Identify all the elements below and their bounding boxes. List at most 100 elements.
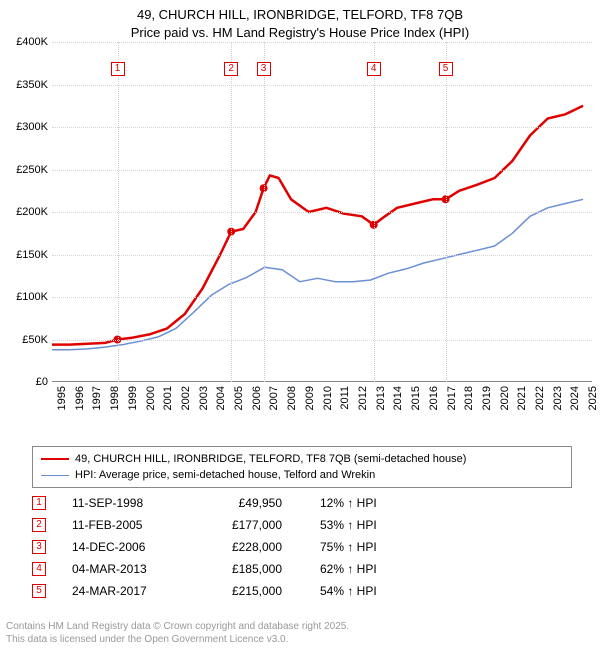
sale-index-badge: 1 — [32, 496, 46, 510]
sale-index-badge: 2 — [32, 518, 46, 532]
y-tick-label: £200K — [16, 206, 48, 218]
event-marker-badge: 3 — [257, 62, 271, 76]
gridline-h — [52, 297, 592, 298]
x-tick-label: 2001 — [162, 386, 174, 410]
legend-swatch — [41, 475, 69, 476]
x-tick-label: 2004 — [215, 386, 227, 410]
sale-row: 3 14-DEC-2006 £228,000 75% ↑ HPI — [32, 536, 572, 558]
y-tick-label: £250K — [16, 164, 48, 176]
event-marker-line — [374, 42, 375, 382]
gridline-h — [52, 170, 592, 171]
y-tick-label: £50K — [22, 334, 48, 346]
x-tick-label: 2012 — [357, 386, 369, 410]
x-tick-label: 2005 — [233, 386, 245, 410]
sale-row: 5 24-MAR-2017 £215,000 54% ↑ HPI — [32, 580, 572, 602]
footer-line2: This data is licensed under the Open Gov… — [6, 633, 349, 646]
x-tick-label: 2008 — [286, 386, 298, 410]
x-tick-label: 2021 — [516, 386, 528, 410]
x-tick-label: 2000 — [145, 386, 157, 410]
gridline-h — [52, 212, 592, 213]
sale-pct: 12% ↑ HPI — [290, 496, 410, 510]
sale-pct: 54% ↑ HPI — [290, 584, 410, 598]
sale-index-badge: 5 — [32, 584, 46, 598]
x-tick-label: 1995 — [56, 386, 68, 410]
x-tick-label: 1998 — [109, 386, 121, 410]
legend-label: HPI: Average price, semi-detached house,… — [75, 469, 375, 481]
gridline-h — [52, 255, 592, 256]
x-tick-label: 2006 — [251, 386, 263, 410]
x-tick-label: 2002 — [180, 386, 192, 410]
y-tick-label: £300K — [16, 121, 48, 133]
sale-index-badge: 4 — [32, 562, 46, 576]
x-tick-label: 1996 — [74, 386, 86, 410]
x-tick-label: 2010 — [322, 386, 334, 410]
gridline-h — [52, 85, 592, 86]
x-tick-label: 2014 — [392, 386, 404, 410]
legend-row: HPI: Average price, semi-detached house,… — [41, 467, 563, 483]
x-tick-label: 1997 — [91, 386, 103, 410]
x-tick-label: 2017 — [446, 386, 458, 410]
series-line-hpi — [52, 199, 583, 349]
event-marker-line — [446, 42, 447, 382]
y-tick-label: £350K — [16, 79, 48, 91]
gridline-h — [52, 340, 592, 341]
title-line2: Price paid vs. HM Land Registry's House … — [0, 24, 600, 42]
chart-area: £0£50K£100K£150K£200K£250K£300K£350K£400… — [0, 42, 600, 412]
title-line1: 49, CHURCH HILL, IRONBRIDGE, TELFORD, TF… — [0, 6, 600, 24]
x-tick-label: 2020 — [499, 386, 511, 410]
sale-date: 04-MAR-2013 — [54, 562, 174, 576]
sale-price: £215,000 — [182, 584, 282, 598]
x-tick-label: 2011 — [339, 386, 351, 410]
sale-date: 11-SEP-1998 — [54, 496, 174, 510]
event-marker-line — [231, 42, 232, 382]
sale-pct: 53% ↑ HPI — [290, 518, 410, 532]
sales-table: 111-SEP-1998£49,95012% ↑ HPI211-FEB-2005… — [32, 492, 572, 602]
event-marker-badge: 5 — [439, 62, 453, 76]
legend: 49, CHURCH HILL, IRONBRIDGE, TELFORD, TF… — [32, 446, 572, 488]
event-marker-badge: 2 — [224, 62, 238, 76]
y-tick-label: £400K — [16, 36, 48, 48]
sale-row: 2 11-FEB-2005 £177,000 53% ↑ HPI — [32, 514, 572, 536]
y-tick-label: £150K — [16, 249, 48, 261]
y-tick-label: £100K — [16, 291, 48, 303]
x-tick-label: 2016 — [428, 386, 440, 410]
plot-area: 1 2 3 4 5 — [52, 42, 592, 382]
event-marker-line — [264, 42, 265, 382]
sale-date: 11-FEB-2005 — [54, 518, 174, 532]
event-marker-badge: 1 — [111, 62, 125, 76]
legend-row: 49, CHURCH HILL, IRONBRIDGE, TELFORD, TF… — [41, 451, 563, 467]
footer-line1: Contains HM Land Registry data © Crown c… — [6, 620, 349, 633]
sale-date: 24-MAR-2017 — [54, 584, 174, 598]
x-tick-label: 2024 — [569, 386, 581, 410]
sale-row: 111-SEP-1998£49,95012% ↑ HPI — [32, 492, 572, 514]
x-tick-label: 2013 — [375, 386, 387, 410]
legend-swatch — [41, 458, 69, 460]
legend-label: 49, CHURCH HILL, IRONBRIDGE, TELFORD, TF… — [75, 453, 466, 465]
footer-attribution: Contains HM Land Registry data © Crown c… — [6, 620, 349, 646]
event-marker-line — [118, 42, 119, 382]
x-tick-label: 2023 — [552, 386, 564, 410]
gridline-h — [52, 127, 592, 128]
series-line-price_paid — [52, 106, 583, 345]
sale-index-badge: 3 — [32, 540, 46, 554]
sale-price: £228,000 — [182, 540, 282, 554]
x-tick-label: 1999 — [127, 386, 139, 410]
sale-date: 14-DEC-2006 — [54, 540, 174, 554]
sale-row: 4 04-MAR-2013 £185,000 62% ↑ HPI — [32, 558, 572, 580]
x-tick-label: 2018 — [463, 386, 475, 410]
chart-title: 49, CHURCH HILL, IRONBRIDGE, TELFORD, TF… — [0, 0, 600, 41]
x-tick-label: 2015 — [410, 386, 422, 410]
gridline-h — [52, 42, 592, 43]
x-tick-label: 2007 — [268, 386, 280, 410]
x-tick-label: 2022 — [534, 386, 546, 410]
sale-pct: 75% ↑ HPI — [290, 540, 410, 554]
sale-pct: 62% ↑ HPI — [290, 562, 410, 576]
x-tick-label: 2025 — [587, 386, 599, 410]
x-tick-label: 2003 — [198, 386, 210, 410]
x-tick-label: 2009 — [304, 386, 316, 410]
sale-price: £177,000 — [182, 518, 282, 532]
y-tick-label: £0 — [36, 376, 48, 388]
x-tick-label: 2019 — [481, 386, 493, 410]
sale-price: £185,000 — [182, 562, 282, 576]
event-marker-badge: 4 — [367, 62, 381, 76]
